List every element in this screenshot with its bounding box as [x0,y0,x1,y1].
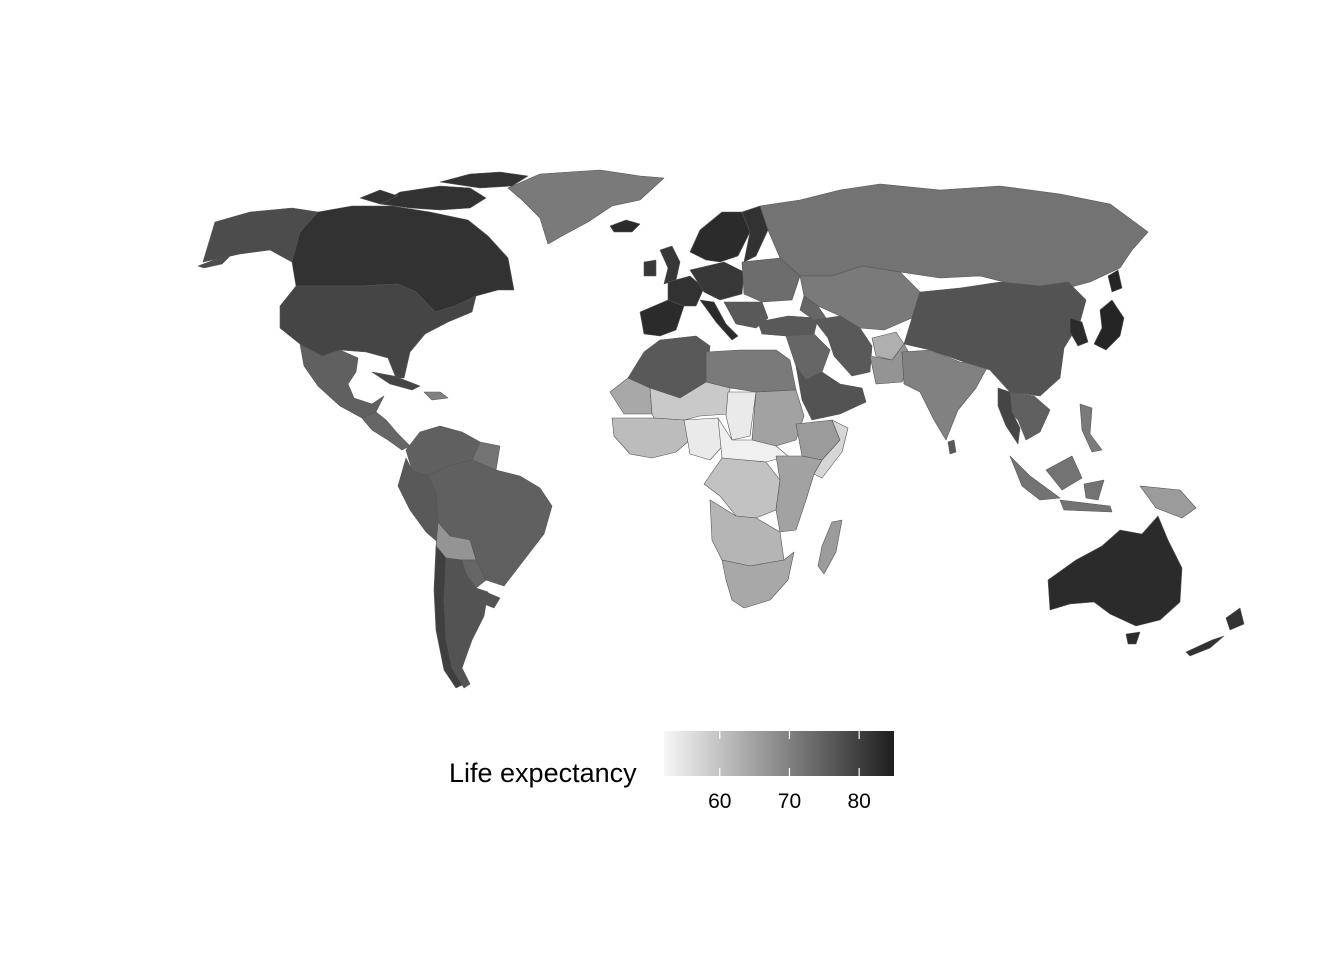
region-china-mongolia [903,281,1087,397]
region-uruguay [483,591,501,609]
region-mexico [299,343,385,419]
region-arabian-peninsula [795,365,867,421]
legend-tick-marks [719,731,860,776]
region-canadian-arctic-islands-part-2 [439,171,529,189]
region-australia [1047,515,1183,627]
region-alaska-part-2 [197,255,231,269]
region-korea [1069,317,1089,347]
region-iberia [639,299,685,337]
region-malaysia-indonesia-part-1 [1009,455,1061,501]
region-india [901,349,989,441]
region-japan-part-1 [1093,299,1125,351]
region-new-zealand-part-2 [1185,635,1225,657]
region-tasmania [1125,631,1141,645]
region-russia [759,183,1149,291]
region-cuba [371,371,421,391]
region-southern-africa [721,551,795,609]
region-uk-ireland-part-2 [643,259,657,277]
region-scandinavia [689,211,751,263]
region-new-zealand-part-1 [1225,607,1245,631]
region-hispaniola [423,391,449,401]
region-somalia [813,419,849,479]
region-malaysia-indonesia-part-3 [1059,499,1113,513]
region-madagascar [817,519,843,575]
region-new-guinea [1139,485,1197,519]
legend-colorbar [664,731,894,776]
region-argentina [443,557,489,689]
region-canadian-arctic-islands-part-1 [379,185,487,211]
region-east-africa [775,455,823,533]
legend-tick-label-70: 70 [777,790,802,813]
legend-tick-label-80: 80 [847,790,871,813]
region-japan-part-2 [1107,269,1123,293]
region-uk-ireland-part-1 [659,245,681,285]
region-mali-niger [649,381,731,421]
region-central-europe [689,261,745,301]
legend [664,731,894,776]
legend-tick-label-60: 60 [708,790,732,813]
legend-title: Life expectancy [449,758,637,788]
region-west-africa [611,417,691,459]
region-nigeria [683,417,729,461]
region-sri-lanka [947,439,957,455]
region-malaysia-indonesia-part-4 [1083,479,1105,501]
region-greenland [507,169,665,245]
region-iceland [609,219,641,233]
map-regions-group [197,169,1245,689]
region-italy [699,299,739,341]
region-central-america [361,411,411,451]
region-malaysia-indonesia-part-2 [1045,455,1083,491]
region-iran [813,315,873,377]
region-philippines [1079,403,1103,453]
region-sudan [751,389,805,447]
region-chad [725,391,757,441]
region-canadian-arctic-islands-part-3 [359,189,399,205]
region-thailand [997,387,1021,445]
region-france [667,275,705,307]
